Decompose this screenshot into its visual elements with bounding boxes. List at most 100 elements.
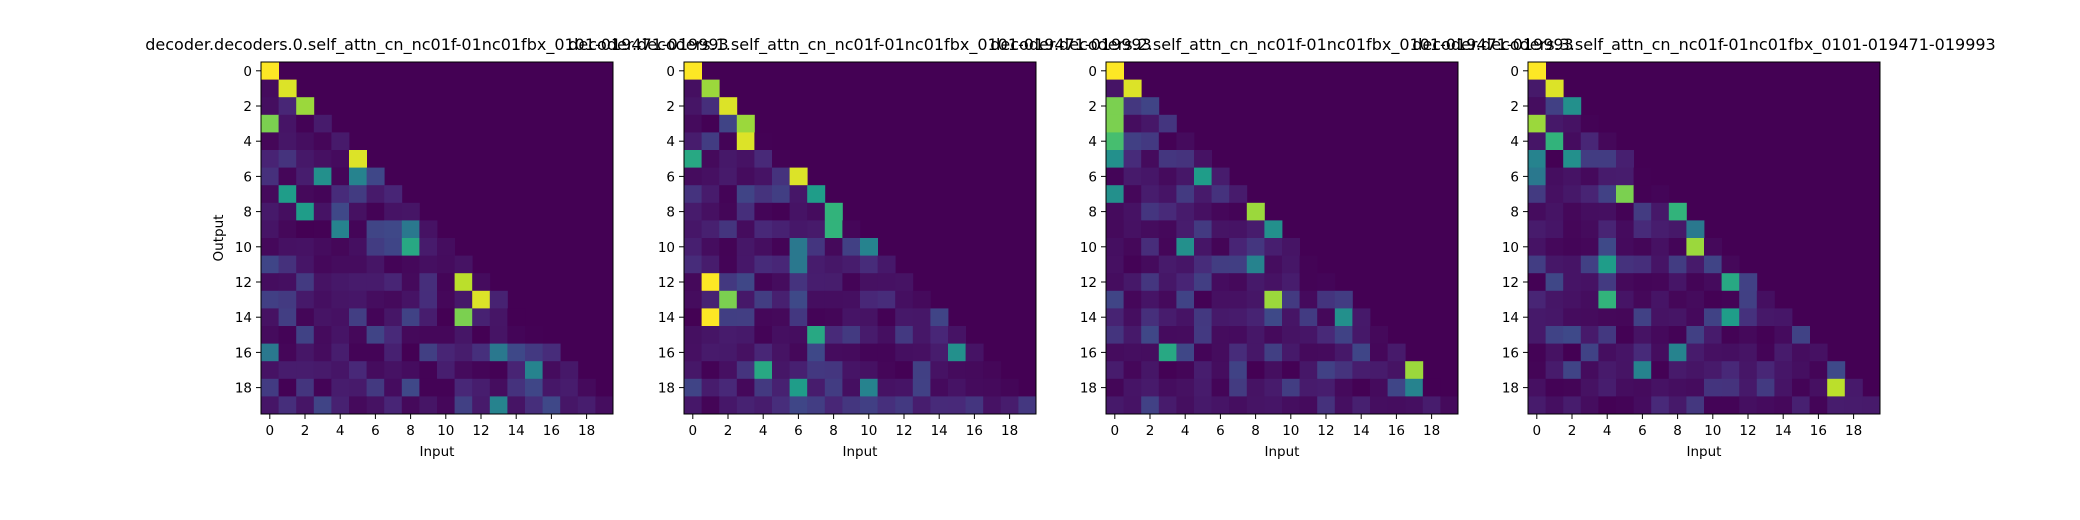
heatmap-cell-r18-c12	[1317, 378, 1336, 397]
heatmap-cell-r18-c0	[1528, 378, 1546, 397]
heatmap-cell-r2-c0	[1528, 97, 1546, 116]
heatmap-cell-r19-c3	[313, 396, 332, 415]
heatmap-cell-r16-c0	[261, 343, 279, 362]
heatmap-cell-r11-c1	[278, 255, 297, 274]
y-tick-label: 14	[1080, 310, 1097, 326]
heatmap-cell-r6-c4	[754, 167, 773, 186]
heatmap-cell-r13-c8	[824, 290, 843, 309]
heatmap-cell-r12-c9	[842, 273, 861, 292]
heatmap-cell-r19-c9	[842, 396, 861, 415]
heatmap-cell-r13-c8	[1246, 290, 1265, 309]
heatmap-cell-r7-c2	[1563, 185, 1582, 204]
heatmap-cell-r9-c4	[1176, 220, 1195, 239]
heatmap-cell-r5-c2	[1563, 150, 1582, 168]
heatmap-cell-r6-c6	[366, 167, 385, 186]
heatmap-cell-r4-c0	[1528, 132, 1546, 151]
heatmap-cell-r16-c4	[1176, 343, 1195, 362]
heatmap-cell-r11-c5	[1616, 255, 1634, 274]
heatmap-cell-r9-c5	[1616, 220, 1634, 239]
heatmap-cell-r17-c0	[1528, 361, 1546, 380]
y-tick-label: 14	[1502, 310, 1519, 326]
heatmap-cell-r18-c16	[1387, 378, 1406, 397]
heatmap-cell-r18-c9	[1686, 378, 1705, 397]
heatmap-cell-r6-c2	[1563, 167, 1582, 186]
heatmap-cell-r0-c0	[1106, 62, 1124, 80]
heatmap-cell-r11-c0	[1106, 255, 1124, 274]
x-axis-label: Input	[843, 444, 878, 460]
heatmap-cell-r18-c3	[1580, 378, 1599, 397]
heatmap-cell-r14-c10	[437, 308, 455, 327]
heatmap-cell-r10-c9	[1264, 238, 1283, 256]
heatmap-cell-r17-c15	[1370, 361, 1388, 380]
y-tick-label: 6	[1088, 169, 1097, 185]
heatmap-cell-r13-c4	[1598, 290, 1617, 309]
heatmap-cell-r19-c6	[1633, 396, 1652, 415]
heatmap-cell-r14-c12	[895, 308, 914, 327]
heatmap-cell-r15-c8	[1668, 326, 1687, 344]
heatmap-cell-r9-c0	[261, 220, 279, 239]
heatmap-cell-r17-c16	[965, 361, 984, 380]
heatmap-cell-r16-c9	[1264, 343, 1283, 362]
heatmap-cell-r13-c5	[1616, 290, 1634, 309]
heatmap-cell-r13-c7	[1229, 290, 1248, 309]
heatmap-cell-r9-c2	[719, 220, 738, 239]
heatmap-cell-r13-c12	[895, 290, 914, 309]
heatmap-cell-r17-c15	[1792, 361, 1810, 380]
x-tick-label: 12	[1739, 423, 1756, 439]
heatmap-cell-r16-c16	[965, 343, 984, 362]
heatmap-cell-r3-c1	[278, 114, 297, 133]
heatmap-cell-r18-c17	[560, 378, 579, 397]
heatmap-cell-r18-c2	[719, 378, 738, 397]
heatmap-cell-r19-c7	[807, 396, 826, 415]
heatmap-cell-r14-c3	[1580, 308, 1599, 327]
heatmap-cell-r18-c15	[1792, 378, 1810, 397]
heatmap-cell-r15-c14	[930, 326, 949, 344]
heatmap-cell-r11-c6	[1211, 255, 1230, 274]
heatmap-cell-r8-c1	[701, 202, 720, 221]
heatmap-cell-r7-c3	[313, 185, 332, 204]
heatmap-cell-r17-c7	[1229, 361, 1248, 380]
heatmap-cell-r10-c4	[1176, 238, 1195, 256]
heatmap-cell-r9-c0	[684, 220, 702, 239]
heatmap-cell-r15-c15	[1370, 326, 1388, 344]
heatmap-cell-r13-c5	[772, 290, 790, 309]
heatmap-panel-0: 0 2 4 6 8 10 12 14 16 18 0 2 4 6 8 10 12 14 16 18 decoder.de…	[145, 35, 728, 460]
x-tick-label: 4	[1603, 423, 1612, 439]
heatmap-cell-r17-c11	[877, 361, 896, 380]
heatmap-cell-r12-c7	[1651, 273, 1670, 292]
heatmap-cell-r13-c1	[278, 290, 297, 309]
heatmap-cell-r15-c15	[525, 326, 543, 344]
heatmap-cell-r12-c4	[1598, 273, 1617, 292]
heatmap-cell-r16-c10	[1282, 343, 1300, 362]
heatmap-cell-r9-c1	[701, 220, 720, 239]
heatmap-cell-r17-c13	[1756, 361, 1775, 380]
heatmap-cell-r13-c1	[1123, 290, 1142, 309]
heatmap-cell-r7-c6	[1633, 185, 1652, 204]
heatmap-cell-r4-c2	[1563, 132, 1582, 151]
heatmap-cell-r9-c1	[1545, 220, 1564, 239]
heatmap-cell-r9-c2	[1141, 220, 1160, 239]
x-tick-label: 0	[266, 423, 275, 439]
heatmap-cell-r18-c4	[754, 378, 773, 397]
heatmap-cell-r10-c1	[1123, 238, 1142, 256]
heatmap-cell-r19-c14	[1774, 396, 1793, 415]
heatmap-cell-r9-c1	[1123, 220, 1142, 239]
heatmap-cell-r17-c8	[1668, 361, 1687, 380]
x-tick-label: 16	[966, 423, 983, 439]
heatmap-cell-r13-c2	[1141, 290, 1160, 309]
heatmap-cell-r15-c3	[1580, 326, 1599, 344]
axes-frame	[1527, 61, 1881, 415]
heatmap-cell-r11-c6	[1633, 255, 1652, 274]
heatmap-cell-r3-c2	[1141, 114, 1160, 133]
heatmap-cell-r17-c3	[313, 361, 332, 380]
heatmap-cell-r16-c16	[1809, 343, 1828, 362]
heatmap-cell-r19-c6	[366, 396, 385, 415]
heatmap-cell-r11-c8	[401, 255, 420, 274]
x-tick-label: 4	[336, 423, 345, 439]
heatmap-cell-r11-c9	[419, 255, 438, 274]
heatmap-cell-r14-c3	[313, 308, 332, 327]
heatmap-cell-r17-c0	[684, 361, 702, 380]
heatmap-cell-r11-c8	[824, 255, 843, 274]
heatmap-cell-r19-c7	[1651, 396, 1670, 415]
heatmap-cell-r15-c11	[1721, 326, 1740, 344]
